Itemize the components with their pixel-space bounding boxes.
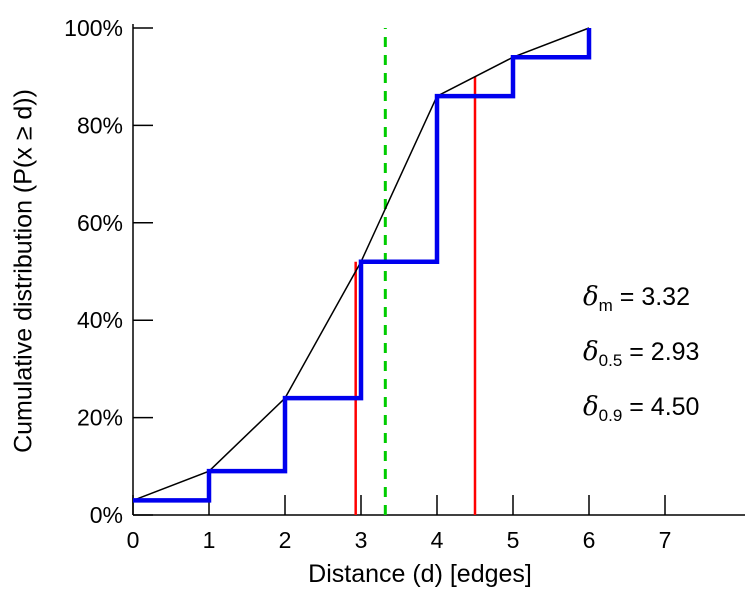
delta-subscript: 0.9 [598, 406, 623, 425]
annotations: δm = 3.32 δ0.5 = 2.93 δ0.9 = 4.50 [583, 282, 699, 447]
x-tick-label: 1 [203, 527, 216, 553]
y-tick-label: 20% [77, 405, 123, 431]
delta-subscript: 0.5 [598, 351, 623, 370]
y-tick-label: 100% [64, 15, 123, 41]
x-tick-label: 7 [659, 527, 672, 553]
delta-symbol: δ [583, 282, 599, 312]
annotation-delta-m: δm = 3.32 [583, 282, 699, 316]
empirical-cdf-step [133, 28, 592, 503]
x-tick-label: 5 [507, 527, 520, 553]
annotation-delta-09: δ0.9 = 4.50 [583, 392, 699, 426]
delta-subscript: m [598, 296, 613, 315]
delta-symbol: δ [583, 392, 599, 422]
y-axis-label: Cumulative distribution (P(x ≥ d)) [9, 89, 38, 453]
x-tick-label: 2 [279, 527, 292, 553]
annotation-value: = 2.93 [622, 338, 700, 366]
x-tick-label: 0 [127, 527, 140, 553]
delta-symbol: δ [583, 337, 599, 367]
x-tick-label: 4 [431, 527, 444, 553]
y-tick-label: 0% [90, 502, 123, 528]
x-tick-label: 6 [583, 527, 596, 553]
annotation-delta-05: δ0.5 = 2.93 [583, 337, 699, 371]
annotation-value: = 3.32 [612, 283, 690, 311]
y-tick-label: 60% [77, 210, 123, 236]
x-axis-label: Distance (d) [edges] [308, 560, 532, 588]
y-tick-label: 40% [77, 307, 123, 333]
x-tick-label: 3 [355, 527, 368, 553]
y-tick-label: 80% [77, 112, 123, 138]
annotation-value: = 4.50 [622, 393, 700, 421]
